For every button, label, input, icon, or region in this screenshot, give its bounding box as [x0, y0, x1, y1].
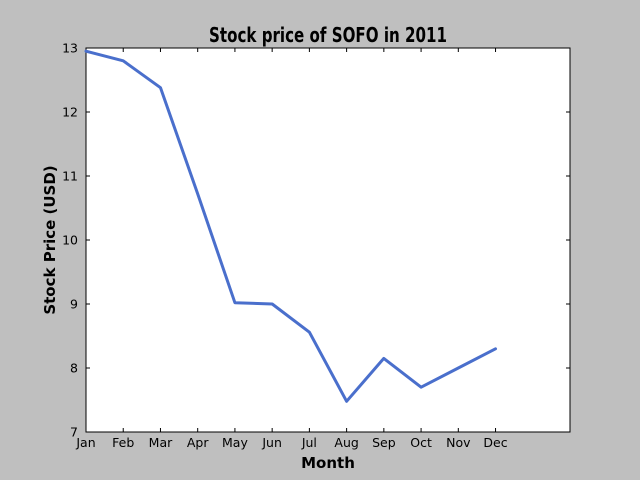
chart-title: Stock price of SOFO in 2011 [209, 23, 447, 47]
x-tick-label: Dec [483, 435, 507, 450]
y-tick-label: 8 [70, 361, 78, 376]
y-tick-label: 9 [70, 297, 78, 312]
x-tick-label: Sep [372, 435, 396, 450]
y-axis-label: Stock Price (USD) [41, 165, 59, 314]
plot-area [86, 48, 570, 432]
x-tick-label: Jan [75, 435, 95, 450]
y-tick-label: 12 [62, 105, 78, 120]
x-tick-label: Aug [334, 435, 358, 450]
x-tick-labels: Jan Feb Mar Apr May Jun Jul Aug Sep Oct Nov Dec [75, 435, 507, 450]
y-tick-label: 10 [62, 233, 78, 248]
y-tick-label: 7 [70, 425, 78, 440]
x-tick-label: Oct [410, 435, 432, 450]
y-tick-label: 11 [62, 169, 78, 184]
x-tick-label: Nov [446, 435, 471, 450]
x-tick-label: Mar [149, 435, 173, 450]
y-tick-labels: 7 8 9 10 11 12 13 [62, 41, 78, 440]
x-axis-label: Month [301, 454, 355, 472]
x-tick-label: Feb [112, 435, 134, 450]
x-tick-label: May [222, 435, 248, 450]
y-tick-label: 13 [62, 41, 78, 56]
x-tick-label: Apr [187, 435, 209, 450]
x-tick-label: Jul [301, 435, 317, 450]
x-tick-label: Jun [261, 435, 282, 450]
